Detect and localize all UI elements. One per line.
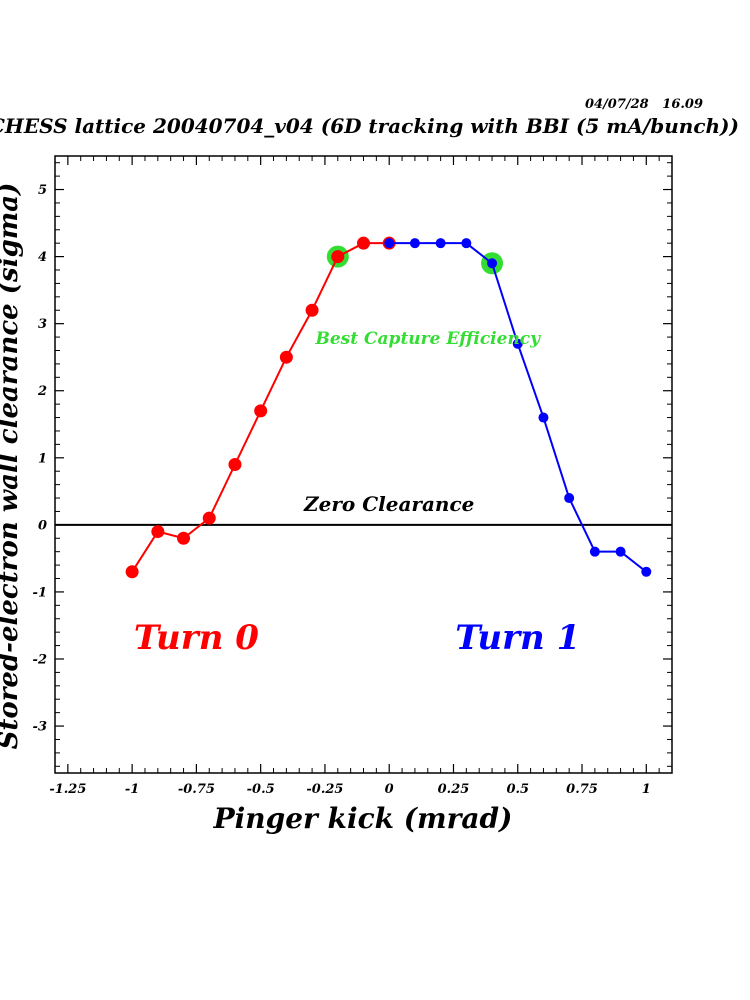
y-tick-label: 4 xyxy=(38,250,47,265)
x-tick-label: 0.25 xyxy=(438,782,470,797)
chart-title: CHESS lattice 20040704_v04 (6D tracking … xyxy=(0,114,739,138)
x-tick-label: 0 xyxy=(385,782,394,797)
data-point-turn-0 xyxy=(357,236,370,250)
data-point-turn-1 xyxy=(589,546,600,557)
data-point-turn-0 xyxy=(305,303,319,317)
y-axis-label: Stored-electron wall clearance (sigma) xyxy=(0,183,24,750)
data-point-turn-0 xyxy=(279,350,293,364)
series-layer xyxy=(125,236,652,579)
data-point-turn-1 xyxy=(487,258,498,269)
axis-ticks xyxy=(54,156,673,773)
x-tick-label: 1 xyxy=(642,782,651,797)
y-tick-label: 5 xyxy=(38,183,47,198)
data-point-turn-0 xyxy=(151,525,165,539)
data-point-turn-1 xyxy=(641,566,652,577)
x-tick-label: -1 xyxy=(125,782,139,797)
data-point-turn-0 xyxy=(228,458,242,471)
data-point-turn-0 xyxy=(331,250,345,264)
annotation-best-capture: Best Capture Efficiency xyxy=(314,329,541,349)
y-tick-label: 3 xyxy=(38,317,47,332)
data-point-turn-1 xyxy=(564,493,575,504)
x-tick-label: -0.25 xyxy=(306,782,343,797)
highlight-layer xyxy=(326,245,504,275)
y-tick-label: 2 xyxy=(37,384,47,399)
y-tick-label: 0 xyxy=(38,518,47,533)
data-point-turn-0 xyxy=(254,404,268,418)
annotation-layer: Best Capture Efficiency Turn 0 Turn 1 xyxy=(134,329,580,658)
x-tick-label: 0.5 xyxy=(506,782,529,797)
turn-1-label: Turn 1 xyxy=(455,618,580,658)
x-tick-label: -0.5 xyxy=(247,782,275,797)
y-tick-label: -2 xyxy=(33,652,47,667)
data-point-turn-1 xyxy=(538,412,549,423)
x-tick-label: -0.75 xyxy=(178,782,215,797)
timestamp: 04/07/28 16.09 xyxy=(585,97,703,112)
y-tick-label: -1 xyxy=(33,585,47,600)
data-point-turn-0 xyxy=(177,531,191,545)
data-point-turn-1 xyxy=(461,238,472,249)
data-point-turn-1 xyxy=(409,238,420,249)
x-axis-label: Pinger kick (mrad) xyxy=(213,802,513,835)
data-point-turn-1 xyxy=(384,238,395,249)
x-tick-label: 0.75 xyxy=(566,782,598,797)
data-point-turn-1 xyxy=(435,238,446,249)
y-tick-label: -3 xyxy=(33,720,47,735)
data-point-turn-0 xyxy=(202,511,216,525)
data-point-turn-1 xyxy=(615,546,626,557)
tick-labels: -1.25 -1 -0.75 -0.5 -0.25 0 0.25 0.5 0.75 1 -3 -2 -1… xyxy=(33,183,651,797)
zero-clearance-label: Zero Clearance xyxy=(303,492,474,516)
series-line-turn-1 xyxy=(389,242,647,573)
data-point-turn-0 xyxy=(125,565,139,579)
data-point-turn-1 xyxy=(512,338,523,349)
turn-0-label: Turn 0 xyxy=(134,618,259,658)
y-tick-label: 1 xyxy=(38,451,47,466)
x-tick-label: -1.25 xyxy=(49,782,86,797)
